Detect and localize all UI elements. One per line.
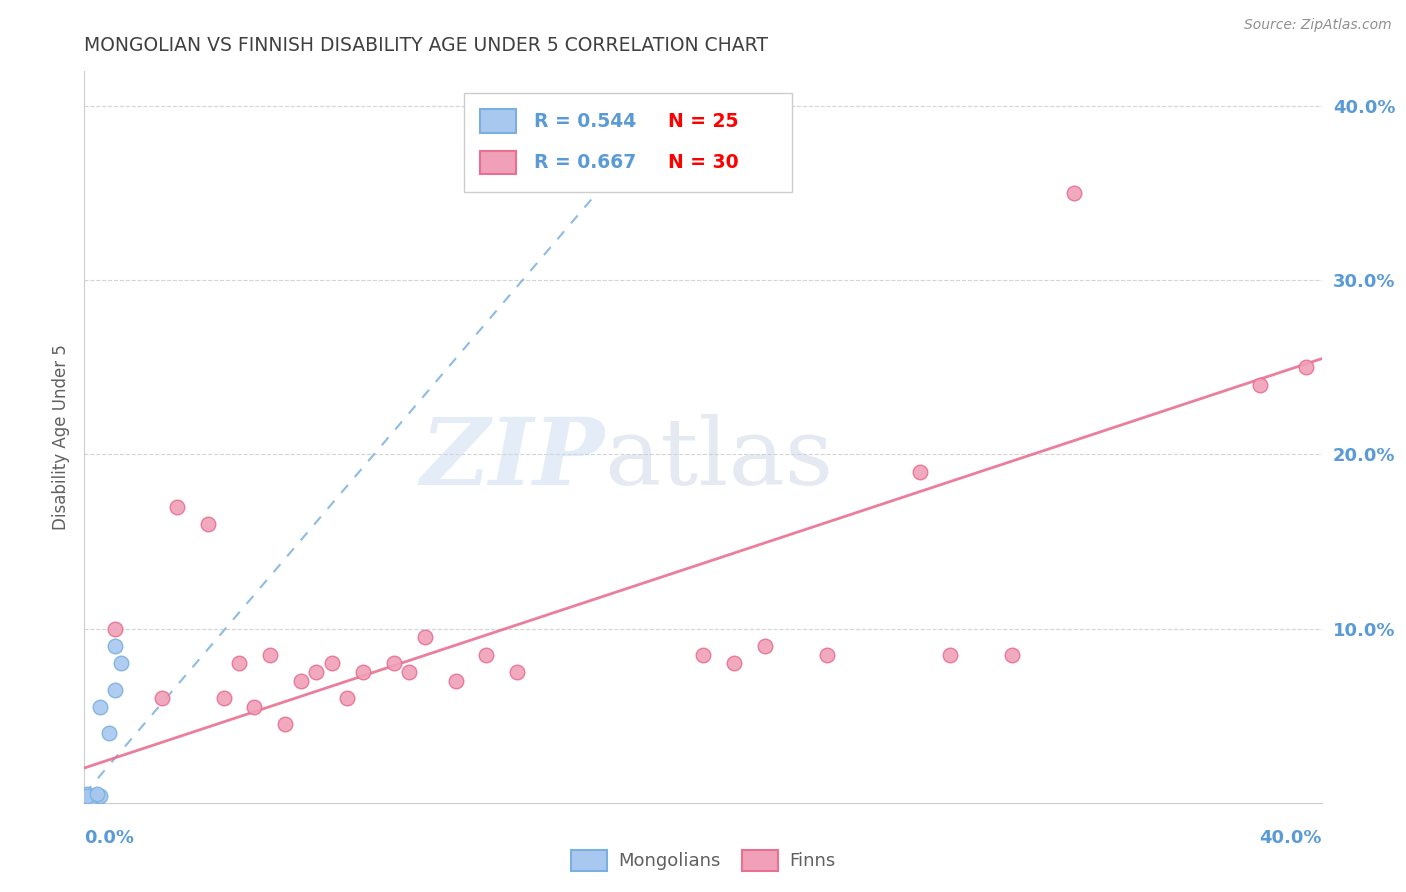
Point — [104, 682, 127, 697]
Point — [1001, 648, 1024, 662]
Point — [76, 789, 98, 803]
Point — [98, 726, 121, 740]
Point — [76, 790, 98, 805]
Point — [1295, 360, 1317, 375]
Point — [692, 648, 714, 662]
Text: N = 30: N = 30 — [668, 153, 738, 172]
Point — [83, 789, 105, 803]
Legend: Mongolians, Finns: Mongolians, Finns — [564, 843, 842, 878]
Point — [104, 639, 127, 653]
Point — [1249, 377, 1271, 392]
Point — [76, 792, 98, 806]
Point — [398, 665, 420, 680]
Point — [444, 673, 467, 688]
Point — [86, 787, 108, 801]
Point — [939, 648, 962, 662]
Point — [382, 657, 405, 671]
Y-axis label: Disability Age Under 5: Disability Age Under 5 — [52, 344, 70, 530]
Point — [76, 789, 98, 803]
Point — [83, 792, 105, 806]
Point — [228, 657, 250, 671]
Text: Source: ZipAtlas.com: Source: ZipAtlas.com — [1244, 18, 1392, 32]
Point — [259, 648, 281, 662]
Point — [274, 717, 297, 731]
Point — [79, 790, 101, 805]
Point — [76, 792, 98, 806]
Point — [290, 673, 312, 688]
FancyBboxPatch shape — [464, 94, 792, 192]
Point — [76, 794, 98, 808]
Point — [815, 648, 838, 662]
Point — [197, 517, 219, 532]
Point — [336, 691, 359, 706]
Point — [754, 639, 776, 653]
Point — [413, 631, 436, 645]
Point — [83, 789, 105, 803]
Text: N = 25: N = 25 — [668, 112, 738, 130]
Point — [79, 794, 101, 808]
FancyBboxPatch shape — [481, 151, 516, 175]
Point — [305, 665, 328, 680]
Point — [79, 790, 101, 805]
Text: ZIP: ZIP — [420, 414, 605, 504]
Point — [76, 787, 98, 801]
Point — [79, 792, 101, 806]
Text: R = 0.544: R = 0.544 — [534, 112, 637, 130]
Point — [86, 790, 108, 805]
Point — [89, 789, 111, 803]
Point — [79, 790, 101, 805]
Point — [166, 500, 188, 514]
Point — [76, 794, 98, 808]
Point — [506, 665, 529, 680]
Point — [110, 657, 132, 671]
Point — [908, 465, 931, 479]
Text: R = 0.667: R = 0.667 — [534, 153, 637, 172]
Text: 40.0%: 40.0% — [1260, 829, 1322, 847]
Point — [475, 648, 498, 662]
Point — [212, 691, 235, 706]
Text: atlas: atlas — [605, 414, 834, 504]
Text: MONGOLIAN VS FINNISH DISABILITY AGE UNDER 5 CORRELATION CHART: MONGOLIAN VS FINNISH DISABILITY AGE UNDE… — [84, 36, 768, 54]
Point — [89, 700, 111, 714]
Point — [76, 790, 98, 805]
Point — [243, 700, 266, 714]
Point — [150, 691, 173, 706]
Text: 0.0%: 0.0% — [84, 829, 135, 847]
FancyBboxPatch shape — [481, 110, 516, 133]
Point — [321, 657, 343, 671]
Point — [1063, 186, 1085, 201]
Point — [104, 622, 127, 636]
Point — [723, 657, 745, 671]
Point — [352, 665, 374, 680]
